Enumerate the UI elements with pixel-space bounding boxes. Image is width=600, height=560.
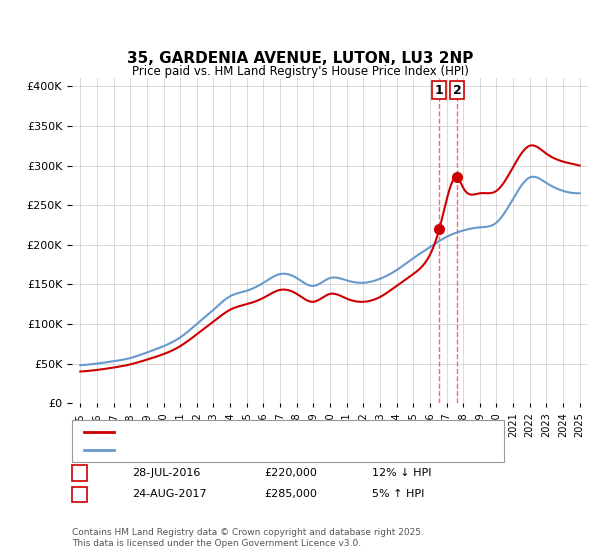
Text: 35, GARDENIA AVENUE, LUTON, LU3 2NP (semi-detached house): 35, GARDENIA AVENUE, LUTON, LU3 2NP (sem… (120, 427, 455, 437)
Text: 35, GARDENIA AVENUE, LUTON, LU3 2NP: 35, GARDENIA AVENUE, LUTON, LU3 2NP (127, 52, 473, 66)
Text: HPI: Average price, semi-detached house, Luton: HPI: Average price, semi-detached house,… (120, 445, 371, 455)
Text: 12% ↓ HPI: 12% ↓ HPI (372, 468, 431, 478)
Text: 1: 1 (435, 84, 444, 97)
Text: 24-AUG-2017: 24-AUG-2017 (132, 489, 206, 500)
Text: 2: 2 (76, 489, 83, 500)
Text: £285,000: £285,000 (264, 489, 317, 500)
Text: £220,000: £220,000 (264, 468, 317, 478)
Text: 5% ↑ HPI: 5% ↑ HPI (372, 489, 424, 500)
Text: 28-JUL-2016: 28-JUL-2016 (132, 468, 200, 478)
Text: 1: 1 (76, 468, 83, 478)
Text: Price paid vs. HM Land Registry's House Price Index (HPI): Price paid vs. HM Land Registry's House … (131, 65, 469, 78)
Text: 2: 2 (453, 84, 462, 97)
Text: Contains HM Land Registry data © Crown copyright and database right 2025.
This d: Contains HM Land Registry data © Crown c… (72, 528, 424, 548)
